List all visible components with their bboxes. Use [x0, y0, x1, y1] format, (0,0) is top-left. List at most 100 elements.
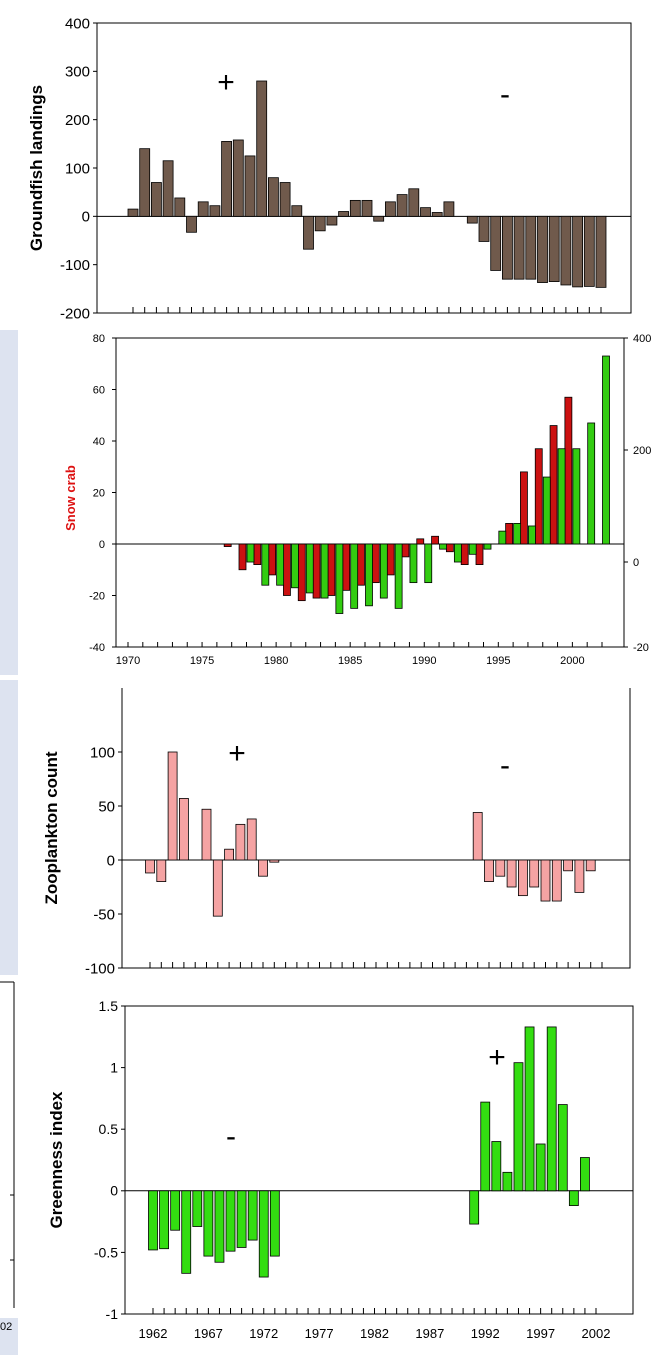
bar-1988-s1 [394, 543, 403, 609]
x-tick-label: 1995 [486, 655, 510, 667]
bar-1994 [506, 859, 517, 888]
bar-1962 [127, 208, 139, 217]
bar-1987-s0 [371, 543, 380, 584]
bar-1997 [535, 1143, 546, 1192]
bar-1963 [159, 1190, 169, 1250]
x-tick-label: 1975 [190, 655, 214, 667]
bar-1986-s0 [357, 543, 365, 586]
bar-1988-s0 [386, 543, 395, 576]
bar-1996-s0 [505, 523, 514, 545]
y-axis-label: Zooplankton count [42, 751, 61, 904]
bar-1980-s0 [268, 543, 277, 576]
bar-1999-s1 [557, 448, 566, 545]
bar-1978-s1 [246, 543, 255, 563]
bar-1982-s0 [297, 543, 306, 602]
bar-1995 [513, 215, 525, 280]
bar-1982-s1 [305, 543, 314, 594]
y-tick-label: -20 [89, 590, 105, 602]
y-tick-label: 0.5 [99, 1121, 119, 1137]
y-axis-label: Snow crab [63, 465, 78, 531]
bar-2002-s1 [602, 355, 610, 545]
bar-1999 [563, 859, 573, 872]
y-tick-label: 20 [93, 487, 105, 499]
bar-1998 [546, 1026, 557, 1192]
bar-1997 [537, 215, 548, 283]
y-tick-label: 0 [99, 539, 105, 551]
bar-1979 [326, 215, 338, 226]
x-tick-label: 2000 [560, 655, 584, 667]
bar-1992-s1 [453, 543, 462, 563]
bar-1979-s0 [253, 543, 262, 566]
y-tick-label: 400 [65, 15, 90, 32]
bar-1993-s0 [460, 543, 469, 566]
bar-1986-s1 [365, 543, 373, 607]
bar-1963 [156, 859, 167, 883]
y-axis: -100 -50 0 50 100 [85, 744, 122, 977]
bar-1992 [480, 1101, 491, 1192]
bar-1970 [221, 141, 233, 217]
bar-2000 [568, 1190, 579, 1206]
right-y-tick-label: 200 [633, 445, 651, 457]
bar-2001 [583, 215, 595, 287]
x-axis [149, 962, 603, 968]
right-y-tick-label: -20 [633, 642, 649, 654]
bar-1989 [443, 201, 455, 217]
x-axis: 1970 1975 1980 1985 1990 1995 2000 [116, 642, 603, 667]
bar-1993 [491, 1141, 502, 1192]
bar-1965 [178, 798, 189, 861]
y-tick-label: 50 [98, 798, 115, 815]
bar-1995 [518, 859, 528, 897]
x-tick-label: 1970 [116, 655, 140, 667]
y-axis: -40 -20 0 20 40 60 80 [89, 333, 116, 654]
y-tick-label: -0.5 [94, 1244, 118, 1260]
y-tick-label: -1 [106, 1306, 119, 1322]
bar-1980-s1 [276, 543, 285, 586]
bar-1967 [203, 1190, 214, 1257]
bar-1998 [548, 215, 560, 282]
bar-1969 [225, 1190, 236, 1252]
bar-1984-s0 [327, 543, 336, 596]
bar-1970 [236, 1190, 247, 1248]
bar-1974 [267, 177, 279, 217]
bar-2002 [595, 215, 607, 288]
minus-annotation: - [500, 78, 510, 111]
bar-1996-s1 [513, 523, 522, 545]
y-tick-label: -100 [60, 257, 90, 274]
bar-1965 [162, 160, 174, 217]
x-tick-label: 1962 [139, 1326, 168, 1341]
bar-1995 [513, 1062, 524, 1192]
bar-1972 [258, 1190, 269, 1278]
groundfish-landings-chart: -200 -100 0 100 200 300 400 Groundfish landing… [27, 15, 632, 322]
bar-1981-s1 [291, 543, 299, 589]
bar-1962 [148, 1190, 158, 1251]
bar-1989-s0 [401, 543, 410, 558]
bars [116, 355, 624, 614]
bar-1990-s0 [416, 538, 425, 545]
y-tick-label: 60 [93, 384, 105, 396]
bar-1998-s0 [534, 448, 543, 545]
bar-2001 [585, 859, 596, 872]
bar-1994-s1 [483, 543, 492, 550]
bar-1985-s0 [342, 543, 351, 591]
plot-frame [124, 1005, 634, 1315]
right-y-tick-label: 0 [633, 557, 639, 569]
left-crop-box: 02 [0, 981, 15, 1333]
plot-frame [121, 688, 631, 969]
minus-annotation: - [500, 749, 510, 782]
bar-1966 [192, 1190, 203, 1227]
bar-1970 [235, 823, 246, 861]
bar-1971 [232, 139, 244, 217]
bar-1981-s0 [283, 543, 291, 596]
plus-annotation: + [488, 1041, 506, 1074]
y-tick-label: -40 [89, 642, 105, 654]
bar-1967 [186, 215, 197, 233]
minus-annotation: - [226, 1120, 236, 1153]
bar-1992 [484, 859, 494, 883]
bg-panel-2 [0, 680, 18, 975]
bar-1968 [197, 201, 209, 217]
bar-1997-s0 [520, 471, 528, 545]
bar-1985 [396, 194, 408, 217]
plus-annotation: + [217, 66, 235, 99]
x-tick-label: 1972 [249, 1326, 278, 1341]
